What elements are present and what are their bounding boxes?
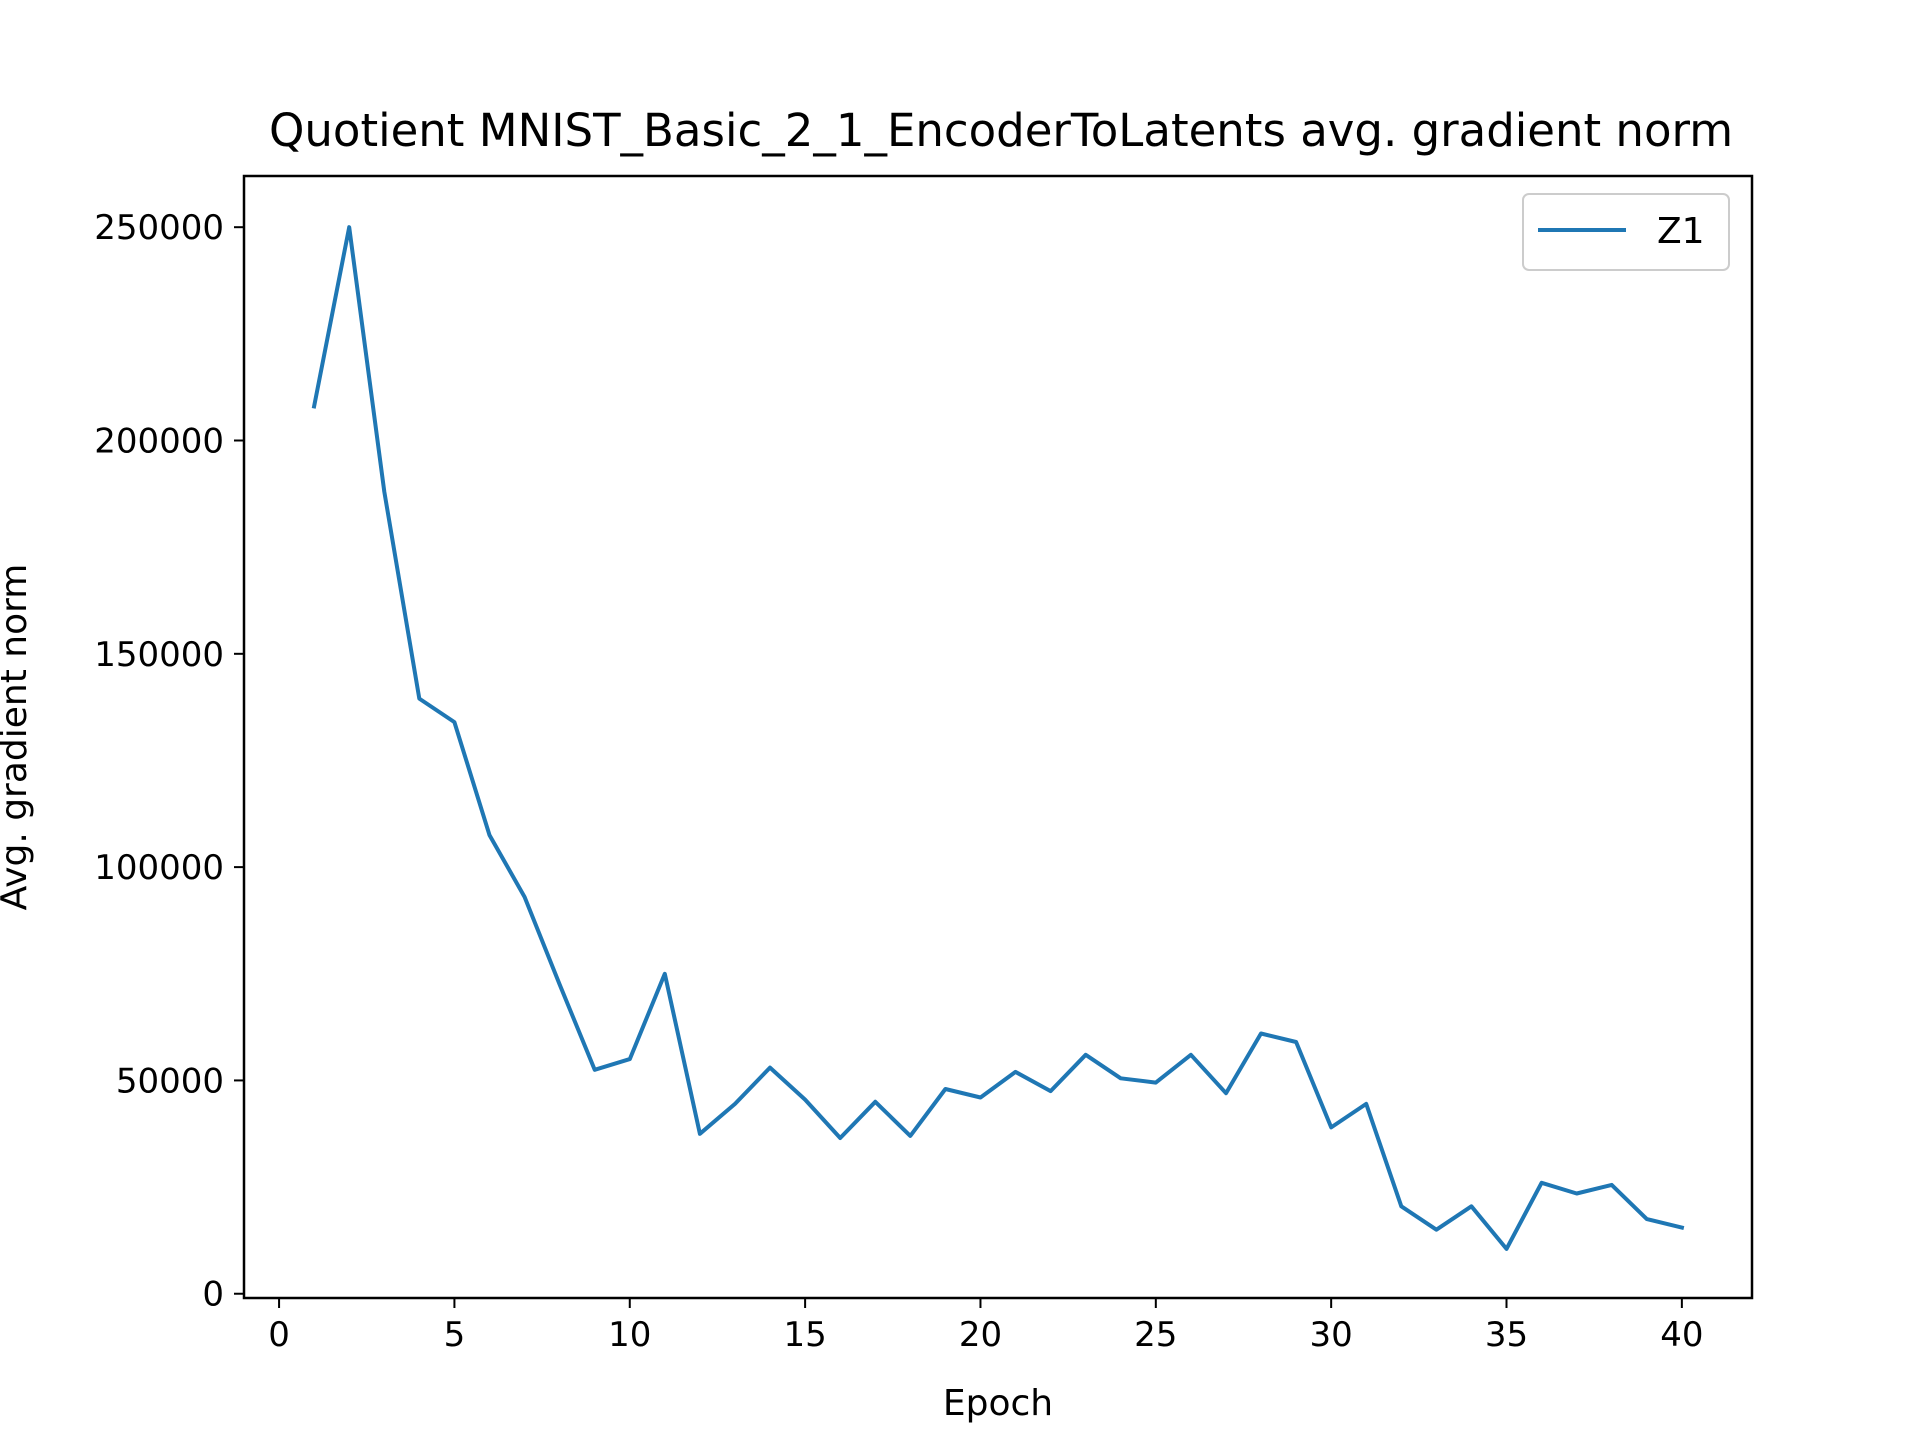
x-tick-label-10: 10 (608, 1315, 651, 1355)
data-point-z1-epoch-3 (382, 490, 386, 494)
data-point-z1-epoch-16 (838, 1136, 842, 1140)
data-point-z1-epoch-22 (1049, 1089, 1053, 1093)
data-point-z1-epoch-19 (943, 1087, 947, 1091)
data-point-z1-epoch-34 (1469, 1204, 1473, 1208)
data-point-z1-epoch-38 (1610, 1183, 1614, 1187)
data-point-z1-epoch-2 (347, 225, 351, 229)
data-point-z1-epoch-17 (873, 1100, 877, 1104)
data-point-z1-epoch-35 (1505, 1247, 1509, 1251)
data-point-z1-epoch-27 (1224, 1091, 1228, 1095)
data-point-z1-epoch-21 (1014, 1070, 1018, 1074)
data-point-z1-epoch-18 (908, 1134, 912, 1138)
data-point-z1-epoch-13 (733, 1102, 737, 1106)
data-point-z1-epoch-6 (487, 833, 491, 837)
x-tick-label-40: 40 (1660, 1315, 1703, 1355)
series-line-z1 (311, 225, 1685, 1251)
data-point-z1-epoch-29 (1294, 1040, 1298, 1044)
data-point-z1-epoch-8 (558, 982, 562, 986)
data-point-z1-epoch-36 (1540, 1181, 1544, 1185)
x-tick-label-20: 20 (959, 1315, 1002, 1355)
data-point-z1-epoch-30 (1329, 1125, 1333, 1129)
data-point-z1-epoch-14 (768, 1066, 772, 1070)
axes-layer: 0 5 10 15 20 25 30 35 40 0 50000 100000 150000 200000… (94, 208, 1703, 1355)
x-tick-label-5: 5 (444, 1315, 466, 1355)
data-point-z1-epoch-4 (417, 697, 421, 701)
chart-title: Quotient MNIST_Basic_2_1_EncoderToLatent… (269, 104, 1733, 157)
data-point-z1-epoch-12 (698, 1132, 702, 1136)
x-tick-label-35: 35 (1485, 1315, 1528, 1355)
data-point-z1-epoch-10 (628, 1057, 632, 1061)
data-point-z1-epoch-11 (663, 972, 667, 976)
data-point-z1-epoch-39 (1645, 1217, 1649, 1221)
data-layer (311, 225, 1685, 1251)
data-point-z1-epoch-7 (523, 895, 527, 899)
x-tick-label-0: 0 (268, 1315, 290, 1355)
data-point-z1-epoch-26 (1189, 1053, 1193, 1057)
data-point-z1-epoch-31 (1364, 1102, 1368, 1106)
y-tick-label-0: 0 (202, 1275, 224, 1315)
data-point-z1-epoch-24 (1119, 1076, 1123, 1080)
data-point-z1-epoch-5 (452, 720, 456, 724)
y-tick-label-250000: 250000 (94, 208, 224, 248)
data-point-z1-epoch-28 (1259, 1031, 1263, 1035)
data-point-z1-epoch-32 (1399, 1204, 1403, 1208)
y-tick-label-200000: 200000 (94, 422, 224, 462)
data-point-z1-epoch-37 (1575, 1191, 1579, 1195)
x-axis-label: Epoch (943, 1383, 1053, 1424)
data-point-z1-epoch-25 (1154, 1081, 1158, 1085)
data-point-z1-epoch-9 (593, 1068, 597, 1072)
plot-frame (242, 174, 1754, 1300)
data-point-z1-epoch-33 (1434, 1228, 1438, 1232)
data-point-z1-epoch-23 (1084, 1053, 1088, 1057)
x-tick-label-15: 15 (783, 1315, 826, 1355)
y-tick-label-150000: 150000 (94, 635, 224, 675)
data-point-z1-epoch-1 (312, 404, 316, 408)
data-point-z1-epoch-40 (1680, 1226, 1684, 1230)
legend-label-z1: Z1 (1657, 211, 1705, 252)
data-point-z1-epoch-20 (978, 1095, 982, 1099)
x-tick-label-25: 25 (1134, 1315, 1177, 1355)
y-tick-label-50000: 50000 (116, 1061, 224, 1101)
y-axis-label: Avg. gradient norm (0, 564, 35, 911)
data-point-z1-epoch-15 (803, 1098, 807, 1102)
legend: Z1 (1522, 193, 1730, 271)
x-tick-label-30: 30 (1310, 1315, 1353, 1355)
y-tick-label-100000: 100000 (94, 848, 224, 888)
